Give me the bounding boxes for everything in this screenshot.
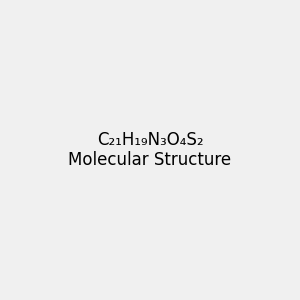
Text: C₂₁H₁₉N₃O₄S₂
Molecular Structure: C₂₁H₁₉N₃O₄S₂ Molecular Structure [68,130,232,170]
